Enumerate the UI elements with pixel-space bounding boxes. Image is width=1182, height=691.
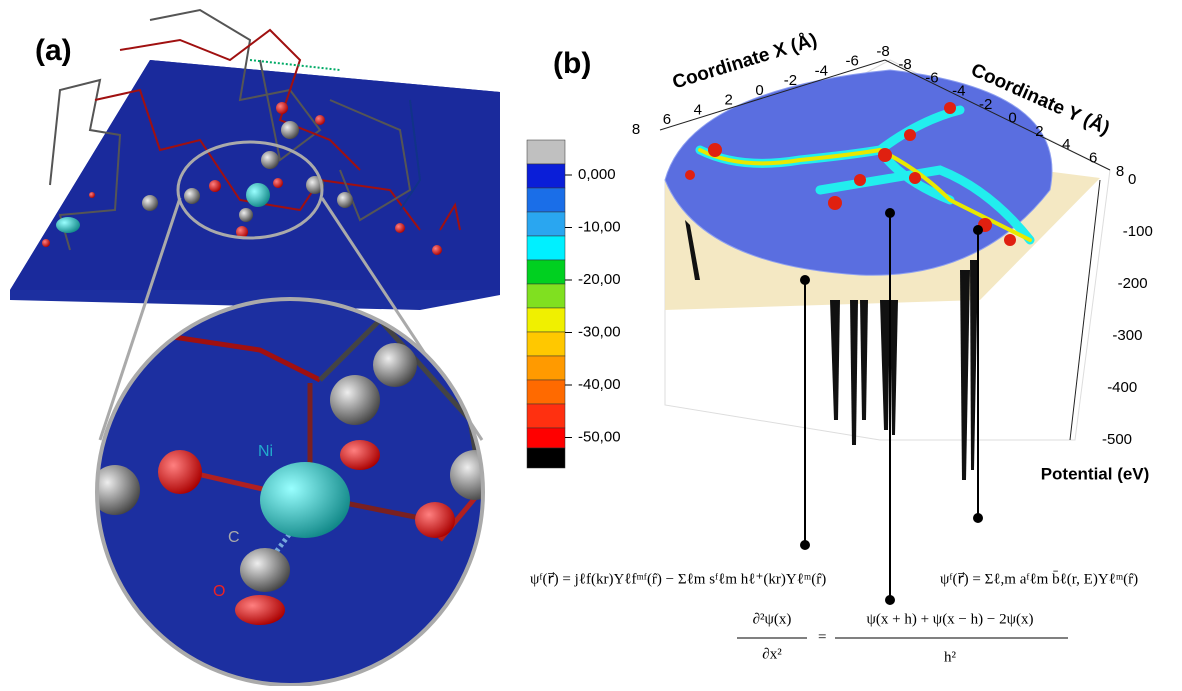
tick-label: -6 <box>925 69 938 86</box>
tick-label: -100 <box>1123 223 1153 240</box>
tick-label: -8 <box>876 43 889 60</box>
svg-text:=: = <box>818 629 826 645</box>
tick-label: -8 <box>898 56 911 73</box>
tick-label: -4 <box>815 62 828 79</box>
atom-label: C <box>228 529 240 546</box>
panel-a: (a) Ni C O <box>10 10 500 686</box>
colorbar-label: -10,00 <box>578 218 621 235</box>
equation: ψᶠ(r⃗) = Σℓ,m aᶠℓm b̄ℓ(r, E)Yℓᵐ(r̂) <box>940 571 1138 587</box>
tick-label: 6 <box>1089 150 1097 167</box>
equation: ∂x² <box>762 646 782 662</box>
tick-label: 8 <box>1116 163 1124 180</box>
tick-label: -300 <box>1112 327 1142 344</box>
tick-label: 0 <box>1008 109 1016 126</box>
tick-label: 8 <box>632 121 640 138</box>
equation: ψᶠ(r⃗) = jℓf(kr)Yℓfᵐᶠ(r̂) − Σℓm sᶠℓm hℓ⁺… <box>530 571 826 587</box>
colorbar-label: -30,00 <box>578 323 621 340</box>
panel-label: (a) <box>35 34 72 67</box>
tick-label: 2 <box>724 92 732 109</box>
equation: h² <box>944 649 957 665</box>
colorbar-label: -20,00 <box>578 271 621 288</box>
tick-label: 4 <box>694 101 702 118</box>
tick-label: -500 <box>1102 431 1132 448</box>
atom-label: Ni <box>258 443 273 460</box>
atom-label: O <box>213 583 225 600</box>
colorbar <box>527 140 565 468</box>
tick-label: -400 <box>1107 379 1137 396</box>
tick-label: -2 <box>784 72 797 89</box>
tick-label: -200 <box>1118 275 1148 292</box>
tick-label: -4 <box>952 83 965 100</box>
axis-title: Potential (eV) <box>1041 464 1150 483</box>
tick-label: 4 <box>1062 136 1070 153</box>
figure: (a) Ni C O (b) 0,000 -10,00 -20,00 -30,00 -4… <box>0 0 1182 686</box>
panel-label: (b) <box>553 47 591 80</box>
colorbar-label: -40,00 <box>578 376 621 393</box>
tick-label: 0 <box>755 82 763 99</box>
tick-label: -6 <box>845 53 858 70</box>
equation: ψ(x + h) + ψ(x − h) − 2ψ(x) <box>867 611 1034 627</box>
tick-label: 0 <box>1128 171 1136 188</box>
axis-title: Coordinate X (Å) <box>670 30 819 94</box>
colorbar-label: -50,00 <box>578 428 621 445</box>
colorbar-label: 0,000 <box>578 166 616 183</box>
tick-label: 2 <box>1035 123 1043 140</box>
panel-b: (b) 0,000-10,00-20,00-30,00-40,00-50,00 … <box>527 30 1153 666</box>
equation: ∂²ψ(x) <box>753 611 792 627</box>
page: {"panel_a":{"label":"(a)","atoms":{"ni":… <box>0 0 1182 686</box>
tick-label: 6 <box>663 111 671 128</box>
tick-label: -2 <box>979 96 992 113</box>
